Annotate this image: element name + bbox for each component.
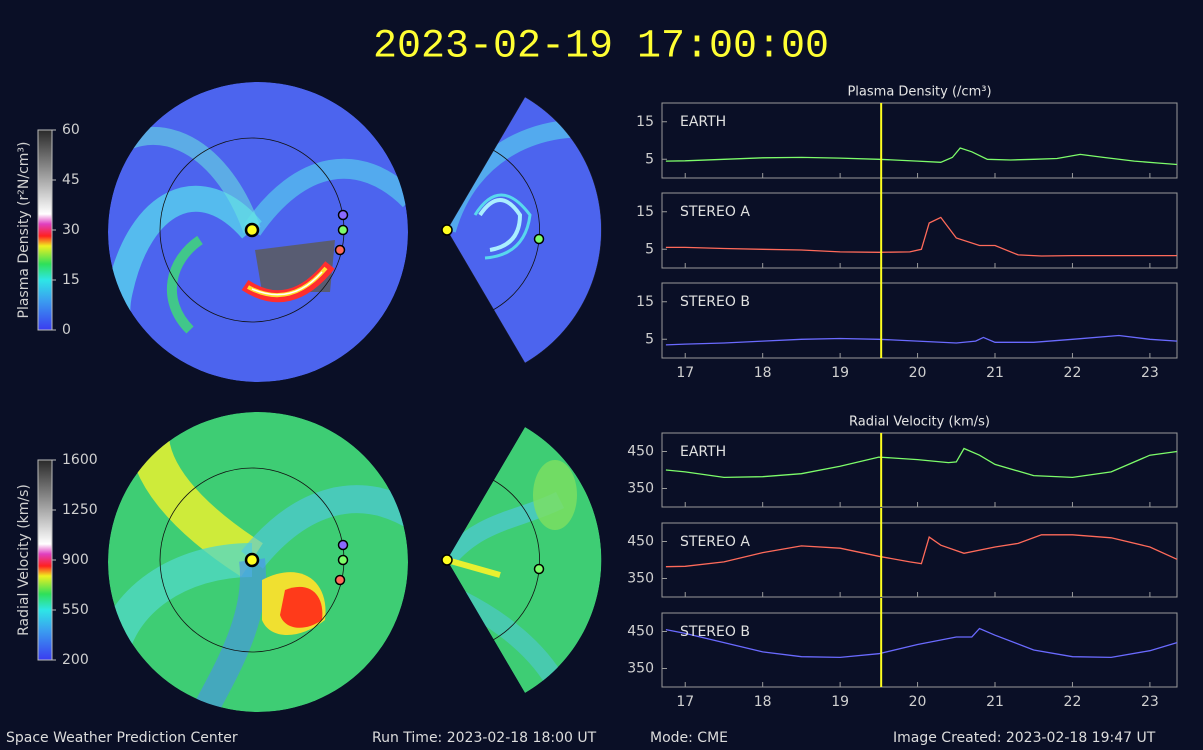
x-tick-label: 20 (909, 365, 927, 381)
panel-title: Radial Velocity (km/s) (849, 415, 990, 430)
x-tick-label: 19 (831, 694, 849, 710)
y-tick-label: 350 (627, 571, 654, 587)
colorbar-tick-label: 60 (62, 122, 80, 138)
colorbar-tick-label: 30 (62, 222, 80, 238)
x-tick-label: 21 (986, 365, 1004, 381)
y-tick-label: 350 (627, 661, 654, 677)
x-tick-label: 20 (909, 694, 927, 710)
panel-label: STEREO B (680, 624, 750, 640)
velocity-polar (108, 412, 408, 712)
panel-label: STEREO B (680, 294, 750, 310)
footer-created: Image Created: 2023-02-18 19:47 UT (893, 730, 1156, 746)
density-wedge (441, 96, 602, 364)
y-tick-label: 450 (627, 444, 654, 460)
x-tick-label: 17 (676, 694, 694, 710)
y-tick-label: 450 (627, 534, 654, 550)
x-tick-label: 19 (831, 365, 849, 381)
series-line (665, 334, 1178, 346)
footer-run-time: Run Time: 2023-02-18 18:00 UT (372, 730, 597, 746)
panel-frame (661, 612, 1178, 688)
series-line (665, 147, 1178, 166)
colorbar (37, 459, 53, 661)
colorbar-tick-label: 1250 (62, 502, 98, 518)
y-tick-label: 15 (636, 204, 654, 220)
panel-title: Plasma Density (/cm³) (847, 85, 991, 100)
series-line (665, 216, 1177, 257)
colorbar-label: Radial Velocity (km/s) (16, 484, 32, 636)
panel-label: EARTH (680, 444, 726, 460)
series-line (665, 447, 1178, 479)
y-tick-label: 5 (645, 331, 654, 347)
y-tick-label: 450 (627, 624, 654, 640)
panel-frame (661, 432, 1178, 508)
header-time: 2023-02-19 17:00:00 (373, 25, 829, 70)
panel-label: EARTH (680, 114, 726, 130)
density-polar (108, 82, 408, 382)
footer-center: Space Weather Prediction Center (6, 730, 238, 746)
panel-frame (661, 522, 1178, 598)
x-tick-label: 21 (986, 694, 1004, 710)
series-line (665, 534, 1178, 568)
velocity-wedge (441, 427, 602, 693)
colorbar-tick-label: 45 (62, 172, 80, 188)
colorbar-tick-label: 900 (62, 552, 89, 568)
colorbar-tick-label: 200 (62, 652, 89, 668)
colorbar-label: Plasma Density (r²N/cm³) (16, 142, 32, 319)
colorbar (37, 129, 53, 331)
x-tick-label: 18 (754, 365, 772, 381)
x-tick-label: 17 (676, 365, 694, 381)
y-tick-label: 5 (645, 151, 654, 167)
x-tick-label: 22 (1064, 365, 1082, 381)
x-tick-label: 23 (1141, 365, 1159, 381)
y-tick-label: 15 (636, 294, 654, 310)
y-tick-label: 350 (627, 481, 654, 497)
colorbar-tick-label: 550 (62, 602, 89, 618)
panel-frame (661, 102, 1178, 179)
x-tick-label: 23 (1141, 694, 1159, 710)
series-line (665, 627, 1178, 659)
colorbar-tick-label: 0 (62, 322, 71, 338)
panel-frame (661, 282, 1178, 359)
y-tick-label: 15 (636, 114, 654, 130)
y-tick-label: 5 (645, 241, 654, 257)
colorbar-tick-label: 1600 (62, 452, 98, 468)
colorbar-tick-label: 15 (62, 272, 80, 288)
panel-label: STEREO A (680, 534, 750, 550)
footer-mode: Mode: CME (650, 730, 728, 746)
x-tick-label: 22 (1064, 694, 1082, 710)
panel-label: STEREO A (680, 204, 750, 220)
x-tick-label: 18 (754, 694, 772, 710)
panel-frame (661, 192, 1178, 269)
